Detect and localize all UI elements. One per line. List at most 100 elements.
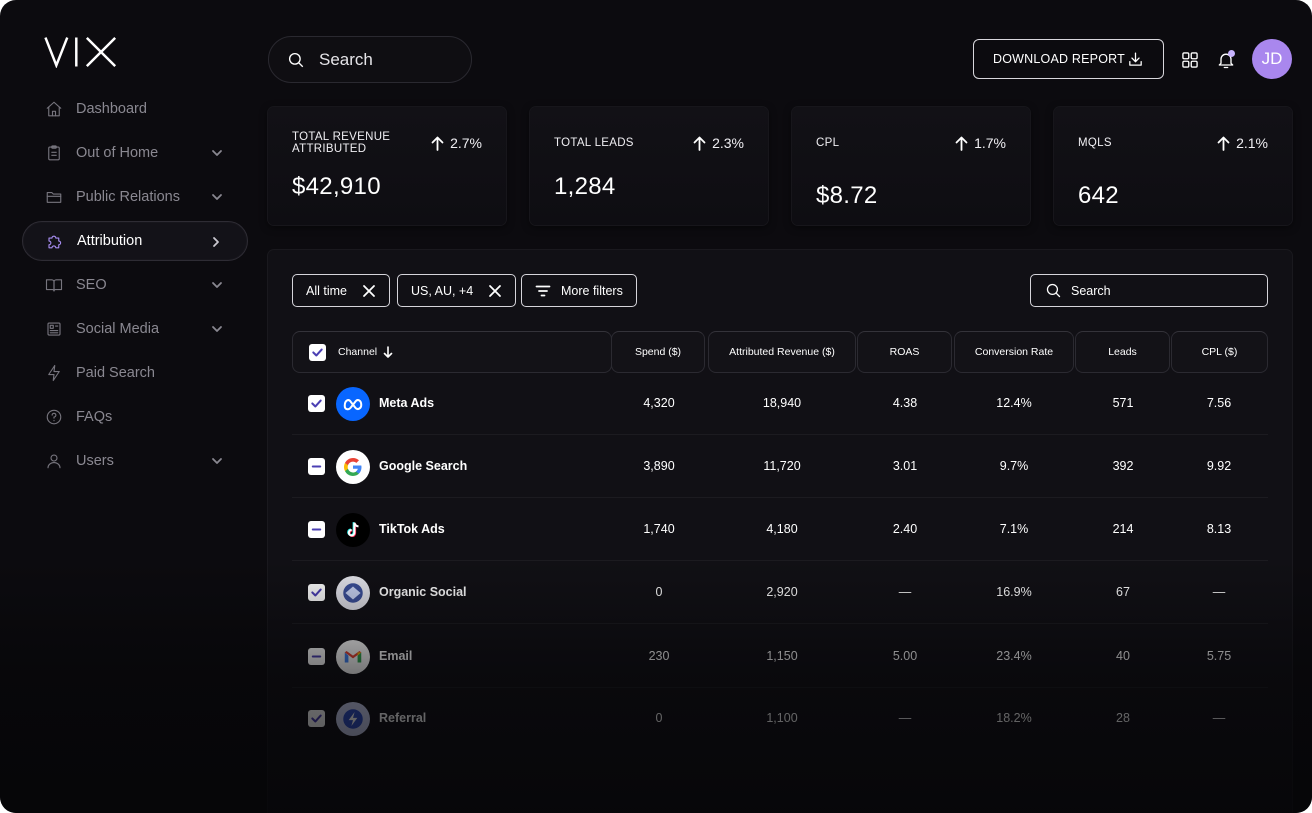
download-report-button[interactable]: DOWNLOAD REPORT [973, 39, 1164, 79]
download-icon [1129, 52, 1142, 66]
row-checkbox[interactable] [308, 395, 325, 412]
roas-cell: 4.38 [892, 396, 918, 410]
cpl-cell: — [1212, 711, 1226, 725]
sidebar-item-faqs[interactable]: FAQs [22, 397, 248, 437]
kpi-delta-value: 2.3% [712, 135, 744, 151]
sidebar-item-label: Public Relations [76, 189, 180, 205]
global-search-input[interactable] [319, 49, 459, 70]
global-search[interactable] [268, 36, 472, 83]
filter-chip-label: All time [306, 283, 347, 298]
table-row[interactable]: Google Search 3,890 11,720 3.01 9.7% 392… [292, 435, 1268, 498]
column-header-leads[interactable]: Leads [1075, 331, 1170, 373]
revenue-cell: 2,920 [766, 585, 798, 599]
revenue-cell: 11,720 [763, 459, 801, 473]
more-filters-button[interactable]: More filters [521, 274, 637, 307]
row-checkbox[interactable] [308, 584, 325, 601]
table-search-input[interactable] [1071, 283, 1251, 298]
kpi-delta: 2.1% [1217, 135, 1268, 151]
row-checkbox[interactable] [308, 458, 325, 475]
kpi-card-cpl: CPL 1.7% $8.72 [792, 107, 1030, 225]
sidebar-item-social-media[interactable]: Social Media [22, 309, 248, 349]
chevron-down-icon[interactable] [210, 278, 224, 292]
sidebar-item-attribution[interactable]: Attribution [22, 221, 248, 261]
roas-cell: 5.00 [892, 649, 918, 663]
kpi-value: 642 [1078, 182, 1119, 209]
home-icon [45, 100, 63, 118]
sidebar-item-label: Social Media [76, 321, 160, 337]
column-header-conversion-rate[interactable]: Conversion Rate [954, 331, 1074, 373]
table-search[interactable] [1030, 274, 1268, 307]
sidebar-item-label: Attribution [77, 233, 143, 249]
conversion-rate-cell: 18.2% [996, 711, 1032, 725]
sort-arrow-down-icon[interactable] [383, 346, 393, 358]
kpi-label: CPL [816, 137, 840, 149]
chevron-down-icon[interactable] [210, 190, 224, 204]
table-row[interactable]: Meta Ads 4,320 18,940 4.38 12.4% 571 7.5… [292, 372, 1268, 435]
select-all-checkbox[interactable] [309, 343, 326, 361]
table-row[interactable]: Organic Social 0 2,920 — 16.9% 67 — [292, 561, 1268, 624]
roas-cell: — [898, 711, 912, 725]
filter-chip-region[interactable]: US, AU, +4 [397, 274, 517, 307]
help-icon [45, 408, 63, 426]
sidebar-item-paid-search[interactable]: Paid Search [22, 353, 248, 393]
search-icon [288, 52, 304, 67]
chevron-down-icon[interactable] [210, 146, 224, 160]
leads-cell: 28 [1116, 711, 1130, 725]
meta-logo-icon [336, 387, 370, 421]
notification-dot [1228, 50, 1235, 57]
organic-social-logo-icon [336, 576, 370, 610]
sidebar-item-label: Paid Search [76, 365, 155, 381]
close-icon[interactable] [488, 284, 502, 298]
kpi-card-total-revenue: TOTAL REVENUE ATTRIBUTED 2.7% $42,910 [268, 107, 506, 225]
column-header-channel[interactable]: Channel [292, 331, 612, 373]
spend-cell: 230 [648, 649, 670, 663]
avatar[interactable]: JD [1252, 39, 1292, 79]
channel-name: TikTok Ads [379, 522, 445, 536]
sidebar-item-out-of-home[interactable]: Out of Home [22, 133, 248, 173]
book-icon [45, 276, 63, 294]
column-header-label: Channel [338, 346, 378, 358]
row-checkbox[interactable] [308, 710, 325, 727]
sidebar-item-public-relations[interactable]: Public Relations [22, 177, 248, 217]
leads-cell: 392 [1112, 459, 1134, 473]
row-checkbox[interactable] [308, 648, 325, 665]
column-header-attributed-revenue[interactable]: Attributed Revenue ($) [708, 331, 856, 373]
spend-cell: 0 [655, 585, 663, 599]
sidebar-item-seo[interactable]: SEO [22, 265, 248, 305]
apps-grid-icon[interactable] [1180, 50, 1200, 70]
table-row[interactable]: Referral 0 1,100 — 18.2% 28 — [292, 687, 1268, 750]
kpi-label: MQLS [1078, 137, 1112, 149]
column-header-roas[interactable]: ROAS [857, 331, 952, 373]
spend-cell: 0 [655, 711, 663, 725]
sidebar-item-label: SEO [76, 277, 107, 293]
vix-logo[interactable] [44, 36, 120, 68]
sidebar-item-users[interactable]: Users [22, 441, 248, 481]
conversion-rate-cell: 23.4% [996, 649, 1032, 663]
spend-cell: 1,740 [643, 522, 675, 536]
row-divider [292, 623, 1268, 624]
chevron-down-icon[interactable] [210, 322, 224, 336]
column-header-spend[interactable]: Spend ($) [611, 331, 705, 373]
leads-cell: 40 [1116, 649, 1130, 663]
arrow-up-icon [693, 136, 706, 151]
cpl-cell: 7.56 [1206, 396, 1232, 410]
row-checkbox[interactable] [308, 521, 325, 538]
kpi-delta: 2.7% [431, 135, 482, 151]
revenue-cell: 18,940 [762, 396, 802, 410]
chevron-down-icon[interactable] [210, 454, 224, 468]
table-row[interactable]: Email 230 1,150 5.00 23.4% 40 5.75 [292, 625, 1268, 688]
cpl-cell: 9.92 [1206, 459, 1232, 473]
close-icon[interactable] [362, 284, 376, 298]
table-row[interactable]: TikTok Ads 1,740 4,180 2.40 7.1% 214 8.1… [292, 498, 1268, 561]
roas-cell: 2.40 [892, 522, 918, 536]
sidebar-nav: Dashboard Out of Home Public Relations A… [22, 89, 248, 485]
filter-icon [535, 285, 551, 296]
sidebar-item-dashboard[interactable]: Dashboard [22, 89, 248, 129]
kpi-label: TOTAL REVENUE ATTRIBUTED [292, 131, 391, 155]
sidebar-item-label: Dashboard [76, 101, 147, 117]
chevron-right-icon[interactable] [209, 235, 223, 249]
filter-chip-all-time[interactable]: All time [292, 274, 390, 307]
column-header-cpl[interactable]: CPL ($) [1171, 331, 1268, 373]
google-logo-icon [336, 450, 370, 484]
search-icon [1046, 283, 1061, 298]
